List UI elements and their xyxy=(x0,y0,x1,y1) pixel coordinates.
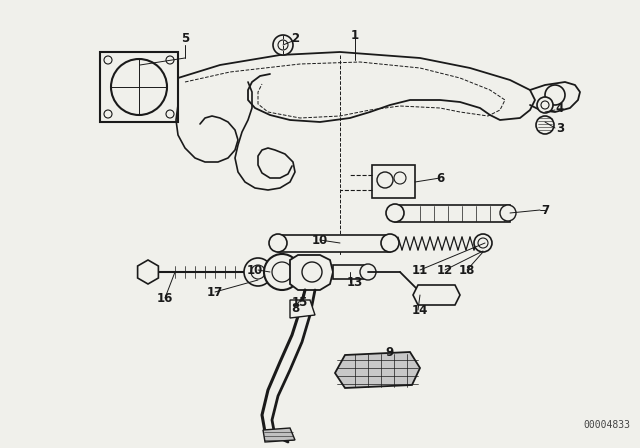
Text: 11: 11 xyxy=(412,263,428,276)
Polygon shape xyxy=(290,300,315,318)
Text: 4: 4 xyxy=(556,102,564,115)
Polygon shape xyxy=(290,255,333,290)
Circle shape xyxy=(386,204,404,222)
Polygon shape xyxy=(335,352,420,388)
Circle shape xyxy=(264,254,300,290)
Circle shape xyxy=(166,110,174,118)
Text: 8: 8 xyxy=(291,302,299,314)
Text: 10: 10 xyxy=(312,233,328,246)
Circle shape xyxy=(272,262,292,282)
Text: 15: 15 xyxy=(292,296,308,309)
Text: 18: 18 xyxy=(459,263,475,276)
Polygon shape xyxy=(372,165,415,198)
Text: 14: 14 xyxy=(412,303,428,316)
Circle shape xyxy=(111,59,167,115)
Polygon shape xyxy=(100,52,178,122)
Circle shape xyxy=(394,172,406,184)
Text: 2: 2 xyxy=(291,31,299,44)
Text: 13: 13 xyxy=(347,276,363,289)
Circle shape xyxy=(545,85,565,105)
Circle shape xyxy=(536,116,554,134)
Circle shape xyxy=(302,262,322,282)
Text: 5: 5 xyxy=(181,31,189,44)
Text: 00004833: 00004833 xyxy=(583,420,630,430)
Text: 7: 7 xyxy=(541,203,549,216)
Circle shape xyxy=(360,264,376,280)
Circle shape xyxy=(166,56,174,64)
Polygon shape xyxy=(413,285,460,305)
Circle shape xyxy=(377,172,393,188)
Text: 3: 3 xyxy=(556,121,564,134)
Circle shape xyxy=(474,234,492,252)
Polygon shape xyxy=(395,205,510,222)
Polygon shape xyxy=(278,235,390,252)
Text: 17: 17 xyxy=(207,285,223,298)
Text: 6: 6 xyxy=(436,172,444,185)
Circle shape xyxy=(244,258,272,286)
Text: 10: 10 xyxy=(247,263,263,276)
Text: 16: 16 xyxy=(157,292,173,305)
Circle shape xyxy=(104,56,112,64)
Circle shape xyxy=(273,35,293,55)
Polygon shape xyxy=(138,260,158,284)
Circle shape xyxy=(500,205,516,221)
Circle shape xyxy=(537,97,553,113)
Polygon shape xyxy=(333,265,368,279)
Circle shape xyxy=(381,234,399,252)
Circle shape xyxy=(269,234,287,252)
Text: 12: 12 xyxy=(437,263,453,276)
Polygon shape xyxy=(263,428,295,442)
Circle shape xyxy=(278,40,288,50)
Text: 9: 9 xyxy=(386,345,394,358)
Circle shape xyxy=(104,110,112,118)
Text: 1: 1 xyxy=(351,29,359,42)
